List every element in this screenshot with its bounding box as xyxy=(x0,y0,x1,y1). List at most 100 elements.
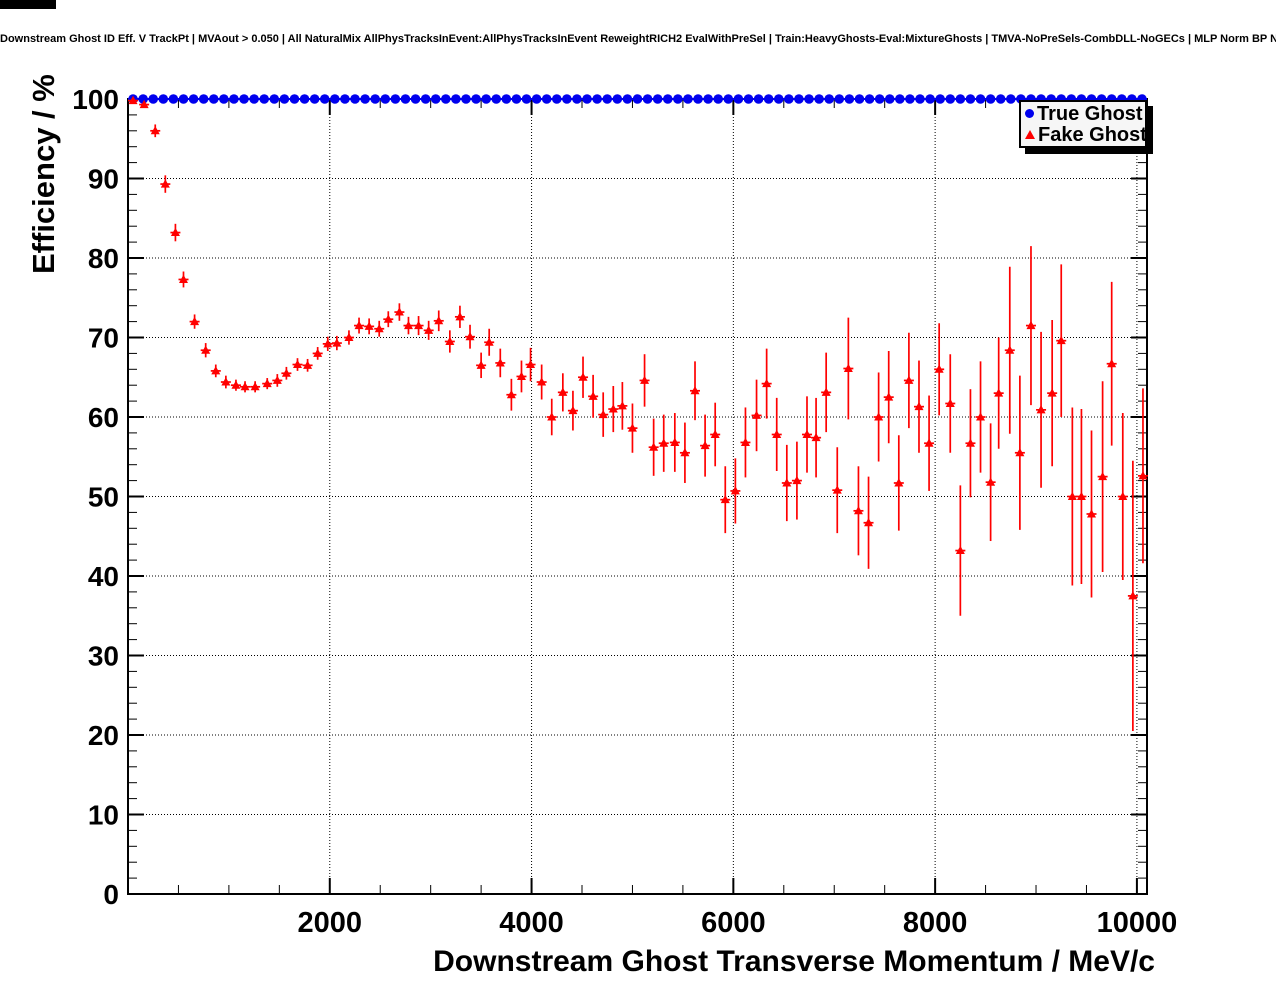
true-ghost-point xyxy=(632,94,643,104)
fake-ghost-point xyxy=(588,391,598,400)
true-ghost-point xyxy=(854,94,865,104)
true-ghost-point xyxy=(158,94,169,104)
fake-ghost-point xyxy=(1118,491,1128,500)
true-ghost-point xyxy=(138,94,148,104)
y-tick-label: 70 xyxy=(88,323,119,354)
true-ghost-point xyxy=(451,94,461,104)
fake-ghost-point xyxy=(730,486,740,495)
fake-ghost-point xyxy=(894,478,904,487)
fake-ghost-point xyxy=(1015,447,1025,457)
true-ghost-point xyxy=(713,94,724,104)
fake-ghost-point xyxy=(853,506,863,515)
true-ghost-point xyxy=(784,94,794,104)
fake-ghost-point xyxy=(568,405,578,415)
fake-ghost-point xyxy=(160,179,170,188)
fake-ghost-point xyxy=(240,381,250,391)
fake-ghost-point xyxy=(354,320,364,330)
fake-ghost-point xyxy=(1107,358,1117,368)
true-ghost-point xyxy=(834,94,845,104)
true-ghost-point xyxy=(814,94,824,104)
legend-entry-fake-ghost: Fake Ghost xyxy=(1025,124,1147,145)
true-ghost-point xyxy=(471,94,481,104)
true-ghost-point xyxy=(380,94,391,104)
true-ghost-point xyxy=(269,94,280,104)
true-ghost-point xyxy=(965,94,976,104)
true-ghost-point xyxy=(925,94,935,104)
true-ghost-point xyxy=(259,94,270,104)
true-ghost-point xyxy=(541,94,552,104)
fake-ghost-point xyxy=(537,377,547,386)
true-ghost-point xyxy=(198,94,209,104)
x-tick-label: 4000 xyxy=(499,907,564,939)
x-tick-label: 10000 xyxy=(1097,907,1178,939)
fake-ghost-point xyxy=(403,320,413,330)
fake-ghost-point xyxy=(506,389,516,399)
true-ghost-point xyxy=(188,94,199,104)
fake-ghost-point xyxy=(659,438,669,447)
fake-ghost-point xyxy=(700,440,710,450)
true-ghost-point xyxy=(168,94,179,104)
true-ghost-point xyxy=(441,94,451,104)
fake-ghost-point xyxy=(221,377,231,386)
true-ghost-point xyxy=(309,94,320,104)
true-ghost-point xyxy=(733,94,744,104)
fake-ghost-point xyxy=(424,325,434,334)
fake-ghost-point xyxy=(1128,591,1138,600)
fake-ghost-point xyxy=(364,321,374,330)
true-ghost-point xyxy=(229,94,239,104)
fake-ghost-point xyxy=(640,375,650,384)
fake-ghost-point xyxy=(1067,491,1077,500)
fake-ghost-point xyxy=(1138,471,1148,480)
fake-ghost-point xyxy=(752,410,762,419)
fake-ghost-point xyxy=(1076,491,1086,500)
fake-ghost-point xyxy=(476,360,486,369)
fake-ghost-point xyxy=(627,423,637,432)
fake-ghost-point xyxy=(874,412,884,421)
fake-ghost-point xyxy=(231,380,241,389)
fake-ghost-point xyxy=(414,320,424,330)
plot-title: Downstream Ghost ID Eff. V TrackPt | MVA… xyxy=(0,33,1276,45)
true-ghost-point xyxy=(249,94,259,104)
fake-ghost-point xyxy=(434,316,444,325)
fake-ghost-point xyxy=(965,438,975,447)
fake-ghost-point xyxy=(1026,320,1036,330)
fake-ghost-point xyxy=(772,429,782,438)
window-corner-artifact xyxy=(0,0,56,9)
fake-ghost-point xyxy=(811,432,821,442)
y-tick-label: 20 xyxy=(88,720,119,751)
fake-ghost-point xyxy=(313,348,323,357)
y-tick-label: 10 xyxy=(88,800,119,831)
fake-ghost-point xyxy=(608,404,618,413)
fake-ghost-point xyxy=(690,385,700,395)
true-ghost-point xyxy=(299,94,310,104)
fake-ghost-point xyxy=(292,359,302,369)
fake-ghost-point xyxy=(904,375,914,384)
legend-label-true-ghost: True Ghost xyxy=(1037,102,1143,125)
true-ghost-point xyxy=(955,94,966,104)
fake-ghost-point xyxy=(649,442,659,451)
fake-ghost-point xyxy=(465,331,475,341)
fake-ghost-point xyxy=(864,517,874,527)
x-axis-title: Downstream Ghost Transverse Momentum / M… xyxy=(433,945,1155,978)
fake-ghost-point xyxy=(272,375,282,384)
true-ghost-point xyxy=(330,94,340,104)
fake-ghost-point xyxy=(740,437,750,446)
fake-ghost-point xyxy=(598,409,608,419)
fake-ghost-point xyxy=(617,401,627,410)
fake-ghost-point xyxy=(924,438,934,447)
true-ghost-point xyxy=(753,94,764,104)
true-ghost-point xyxy=(350,94,360,104)
true-ghost-point xyxy=(652,94,663,104)
true-ghost-point xyxy=(824,94,834,104)
true-ghost-point xyxy=(683,94,693,104)
fake-ghost-triangle-marker-icon xyxy=(1025,130,1035,139)
true-ghost-point xyxy=(360,94,370,104)
true-ghost-point xyxy=(844,94,855,104)
y-tick-label: 50 xyxy=(88,482,119,513)
fake-ghost-point xyxy=(1036,405,1046,414)
true-ghost-point xyxy=(794,94,804,104)
true-ghost-point xyxy=(804,94,814,104)
fake-ghost-point xyxy=(383,314,393,323)
true-ghost-point xyxy=(370,94,380,104)
y-tick-label: 0 xyxy=(103,879,119,910)
